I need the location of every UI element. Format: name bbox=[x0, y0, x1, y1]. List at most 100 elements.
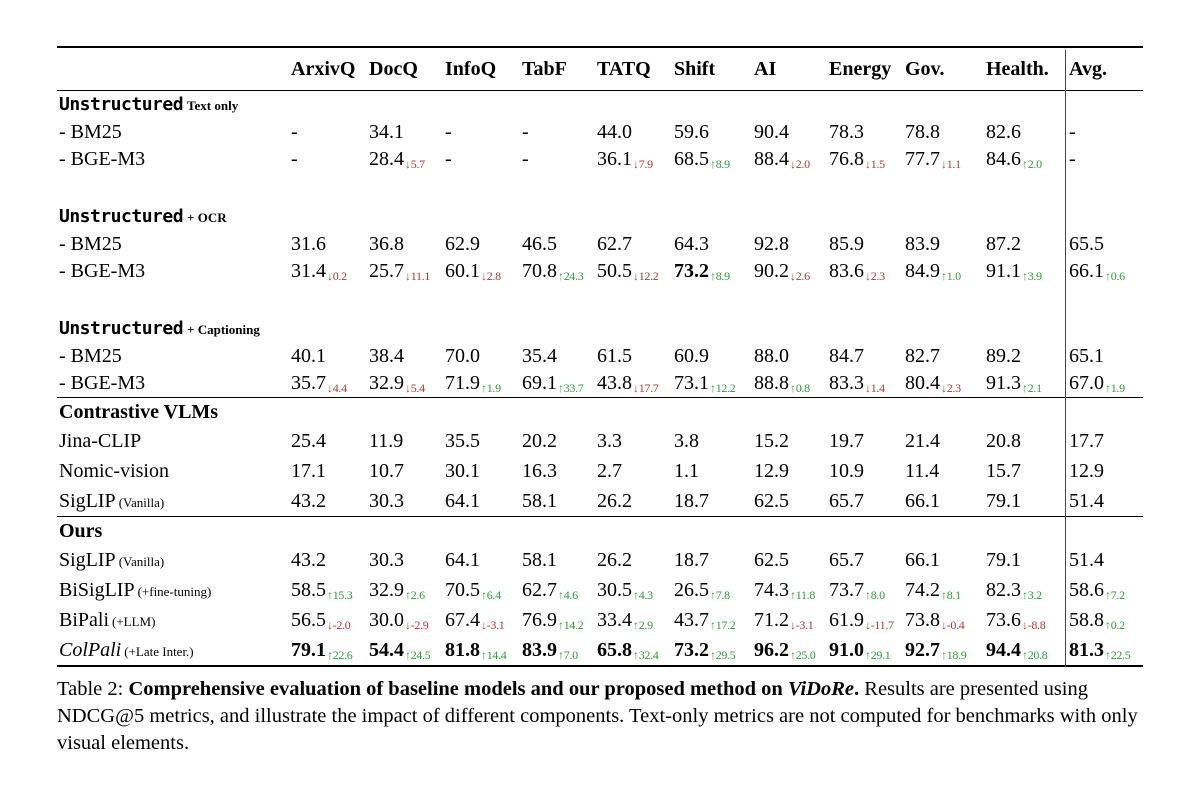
table-cell: 2.7 bbox=[593, 456, 670, 486]
delta-down: ↓-0.4 bbox=[941, 618, 965, 632]
section-title-row: Unstructured + OCR bbox=[57, 203, 1143, 231]
cell-value: 10.9 bbox=[829, 460, 864, 482]
table-cell: 34.1 bbox=[365, 119, 441, 146]
table-cell: 88.0 bbox=[750, 343, 825, 370]
table-cell: 65.7 bbox=[825, 486, 901, 516]
table-cell: 64.1 bbox=[441, 486, 518, 516]
cell-value: 25.7 bbox=[369, 260, 404, 282]
table-cell: 43.2 bbox=[287, 545, 365, 575]
cell-value: 11.4 bbox=[905, 460, 940, 482]
caption-prefix: Table 2: bbox=[57, 678, 124, 700]
cell-value: 67.0 bbox=[1069, 372, 1104, 394]
delta-up: ↑2.1 bbox=[1022, 381, 1042, 395]
delta-down: ↓5.7 bbox=[405, 157, 425, 171]
cell-value: 62.9 bbox=[445, 233, 480, 255]
cell-value: - bbox=[291, 121, 298, 143]
caption-bold-text: Comprehensive evaluation of baseline mod… bbox=[128, 678, 783, 700]
cell-value: 18.7 bbox=[674, 549, 709, 571]
row-label: - BGE-M3 bbox=[57, 146, 287, 173]
table-cell: 65.8↑32.4 bbox=[593, 635, 670, 667]
cell-value: - bbox=[522, 148, 529, 170]
section-title-text: Contrastive VLMs bbox=[59, 401, 219, 423]
table-cell: 82.3↑3.2 bbox=[982, 575, 1065, 607]
table-cell: 62.7 bbox=[593, 231, 670, 258]
table-cell: 73.2↑8.9 bbox=[670, 258, 750, 287]
row-label: SigLIP (Vanilla) bbox=[57, 545, 287, 577]
delta-down: ↓5.4 bbox=[405, 381, 425, 395]
cell-value: 31.4 bbox=[291, 260, 326, 282]
table-cell: 88.4↓2.0 bbox=[750, 146, 825, 175]
model-name: SigLIP bbox=[59, 490, 116, 512]
delta-up: ↑33.7 bbox=[558, 381, 584, 395]
table-row: SigLIP (Vanilla) 43.2 30.3 64.1 58.1 26.2 18.7 6… bbox=[57, 545, 1143, 575]
cell-value: 79.1 bbox=[986, 490, 1021, 512]
table-cell: 35.5 bbox=[441, 426, 518, 456]
table-cell: 84.9↑1.0 bbox=[901, 258, 982, 287]
table-row: Nomic-vision 17.1 10.7 30.1 16.3 2.7 1.1 12.9 10… bbox=[57, 456, 1143, 486]
cell-value: - bbox=[291, 148, 298, 170]
delta-up: ↑29.1 bbox=[865, 648, 891, 662]
cell-value: 70.0 bbox=[445, 345, 480, 367]
cell-value: 16.3 bbox=[522, 460, 557, 482]
table-cell: 67.0↑1.9 bbox=[1065, 370, 1143, 399]
table-row: SigLIP (Vanilla) 43.2 30.3 64.1 58.1 26.2 18.7 6… bbox=[57, 486, 1143, 516]
table-cell: 1.1 bbox=[670, 456, 750, 486]
cell-value: 18.7 bbox=[674, 490, 709, 512]
table-cell: 94.4↑20.8 bbox=[982, 635, 1065, 667]
delta-down: ↓0.2 bbox=[327, 269, 347, 283]
model-name: - BGE-M3 bbox=[59, 148, 146, 170]
table-cell: 67.4↓-3.1 bbox=[441, 605, 518, 637]
delta-down: ↓2.3 bbox=[865, 269, 885, 283]
cell-value: 43.2 bbox=[291, 490, 326, 512]
table-cell: 81.8↑14.4 bbox=[441, 635, 518, 667]
delta-down: ↓1.1 bbox=[941, 157, 961, 171]
table-cell: 79.1 bbox=[982, 545, 1065, 575]
delta-up: ↑20.8 bbox=[1022, 648, 1048, 662]
cell-value: 30.3 bbox=[369, 490, 404, 512]
table-cell: - bbox=[287, 146, 365, 173]
cell-value: 88.0 bbox=[754, 345, 789, 367]
delta-down: ↓11.1 bbox=[405, 269, 431, 283]
table-section: Unstructured + OCR - BM25 31.6 36.8 62.9 46.5 6… bbox=[57, 203, 1143, 285]
table-cell: 79.1↑22.6 bbox=[287, 635, 365, 667]
section-title-text: Ours bbox=[59, 520, 103, 542]
column-header-avg: Avg. bbox=[1069, 58, 1107, 80]
table-cell: 44.0 bbox=[593, 119, 670, 146]
table-cell: 58.6↑7.2 bbox=[1065, 575, 1143, 607]
cell-value: 62.7 bbox=[522, 579, 557, 601]
cell-value: 43.2 bbox=[291, 549, 326, 571]
table-cell: 18.7 bbox=[670, 486, 750, 516]
cell-value: 82.7 bbox=[905, 345, 940, 367]
delta-up: ↑22.5 bbox=[1105, 648, 1131, 662]
model-name-suffix: (+fine-tuning) bbox=[137, 584, 212, 599]
table-cell: 30.3 bbox=[365, 486, 441, 516]
table-section: Ours SigLIP (Vanilla) 43.2 30.3 64.1 58.1 26.2 1… bbox=[57, 517, 1143, 665]
cell-value: 3.3 bbox=[597, 430, 622, 452]
section-title-row: Unstructured + Captioning bbox=[57, 315, 1143, 343]
cell-value: 64.1 bbox=[445, 490, 480, 512]
cell-value: 46.5 bbox=[522, 233, 557, 255]
cell-value: 65.7 bbox=[829, 490, 864, 512]
cell-value: 35.7 bbox=[291, 372, 326, 394]
model-name: - BGE-M3 bbox=[59, 372, 146, 394]
table-cell: 61.9↓-11.7 bbox=[825, 605, 901, 637]
table-cell: 60.1↓2.8 bbox=[441, 258, 518, 287]
table-cell: 65.5 bbox=[1065, 231, 1143, 258]
delta-down: ↓2.8 bbox=[481, 269, 501, 283]
cell-value: 91.3 bbox=[986, 372, 1021, 394]
delta-up: ↑18.9 bbox=[941, 648, 967, 662]
cell-value: 65.5 bbox=[1069, 233, 1104, 255]
cell-value: - bbox=[522, 121, 529, 143]
table-cell: 79.1 bbox=[982, 486, 1065, 516]
table-cell: 40.1 bbox=[287, 343, 365, 370]
delta-up: ↑7.2 bbox=[1105, 588, 1125, 602]
table-cell: 85.9 bbox=[825, 231, 901, 258]
row-label: - BM25 bbox=[57, 343, 287, 370]
column-header-shift: Shift bbox=[674, 58, 716, 80]
cell-value: 71.2 bbox=[754, 609, 789, 631]
delta-up: ↑8.9 bbox=[710, 157, 730, 171]
column-header-tabf: TabF bbox=[522, 58, 567, 80]
delta-up: ↑1.9 bbox=[481, 381, 501, 395]
cell-value: 38.4 bbox=[369, 345, 404, 367]
cell-value: 15.2 bbox=[754, 430, 789, 452]
